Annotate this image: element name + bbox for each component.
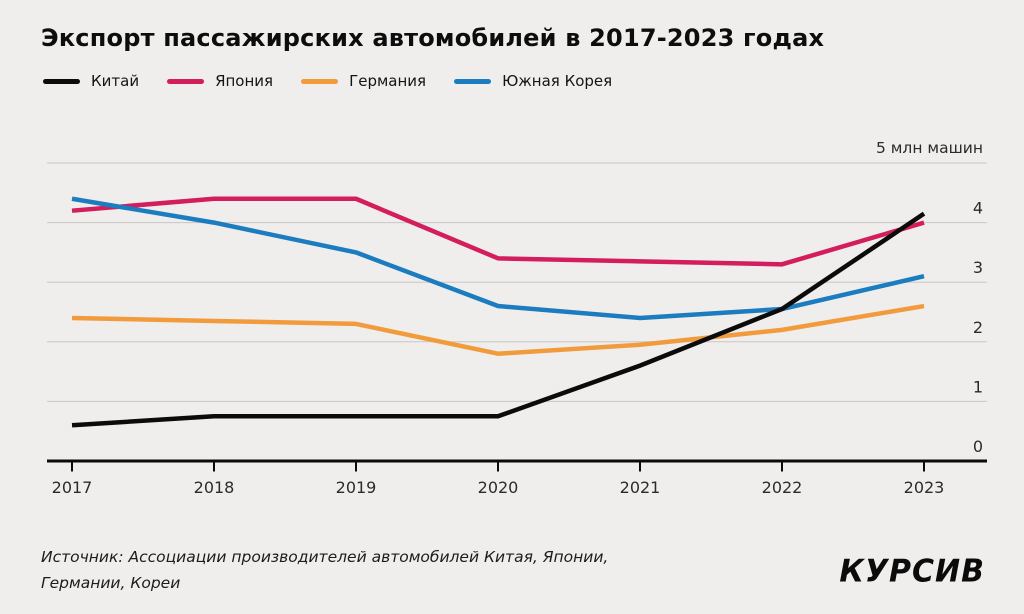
x-axis-label-2022: 2022 [762,478,803,497]
legend-swatch-icon [43,78,80,84]
legend-swatch-icon [454,78,492,84]
series-line-3 [71,303,925,356]
legend-swatch-icon [301,78,339,84]
y-axis-label-2: 2 [973,318,983,337]
series-line-1 [71,211,926,428]
source-line-1: Источник: Ассоциации производителей авто… [41,548,609,566]
x-axis-label-2020: 2020 [478,478,519,497]
chart-title: Экспорт пассажирских автомобилей в 2017-… [41,24,825,52]
legend-item-3: Германия [301,72,426,90]
legend-label: Япония [215,72,274,90]
x-axis-label-2021: 2021 [620,478,661,497]
series-line-2 [71,196,925,267]
y-axis-label-4: 4 [973,199,983,218]
legend: Китай Япония Германия Южная Корея [43,72,612,90]
y-axis-label-3: 3 [973,258,983,277]
legend-label: Германия [349,72,427,90]
legend-swatch-icon [167,78,205,84]
x-axis-label-2019: 2019 [336,478,377,497]
legend-item-4: Южная Корея [454,72,612,90]
source-note: Источник: Ассоциации производителей авто… [41,544,608,596]
legend-label: Китай [91,72,140,90]
kursiv-logo: КУРСИВ [839,553,985,590]
source-line-2: Германии, Кореи [41,574,181,592]
x-axis-label-2018: 2018 [194,478,235,497]
x-axis-label-2017: 2017 [52,478,93,497]
y-axis-unit-label: 5 млн машин [876,139,983,157]
legend-item-2: Япония [167,72,273,90]
legend-item-1: Китай [43,72,139,90]
y-axis-label-0: 0 [973,437,983,456]
x-axis-label-2023: 2023 [904,478,945,497]
y-axis-label-1: 1 [973,377,983,396]
legend-label: Южная Корея [502,72,613,90]
